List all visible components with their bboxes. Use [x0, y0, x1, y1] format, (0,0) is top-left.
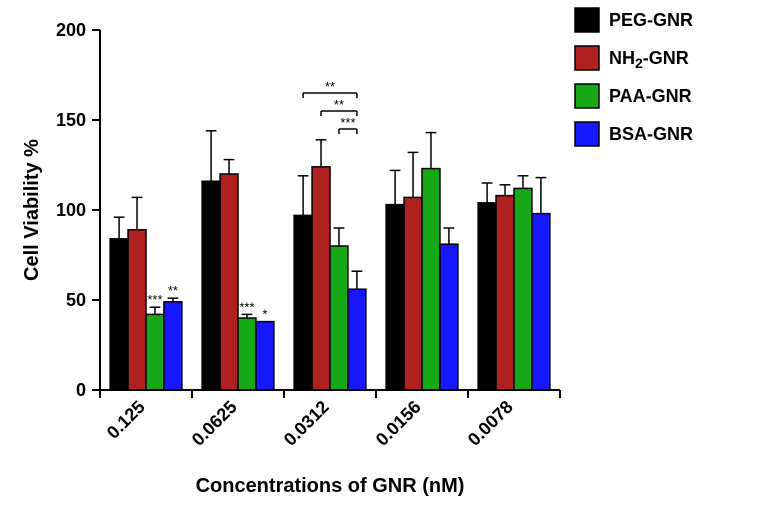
y-axis-title: Cell Viability % — [21, 139, 43, 281]
bar-PAA-GNR — [422, 169, 440, 390]
bar-PEG-GNR — [294, 215, 312, 390]
chart-svg: 0 50 100 150 200 0.125 0.0625 0.0312 0.0156 0.007… — [0, 0, 772, 512]
x-axis-title: Concentrations of GNR (nM) — [196, 475, 465, 497]
bar-BSA-GNR — [164, 302, 182, 390]
legend-swatch — [575, 8, 599, 32]
bar-PAA-GNR — [238, 318, 256, 390]
bar-PEG-GNR — [386, 205, 404, 390]
bar-BSA-GNR — [532, 214, 550, 390]
bar-PEG-GNR — [478, 203, 496, 390]
chart-container: 0 50 100 150 200 0.125 0.0625 0.0312 0.0156 0.007… — [0, 0, 772, 512]
bar-NH2-GNR — [220, 174, 238, 390]
bar-PEG-GNR — [110, 239, 128, 390]
y-tick-label: 150 — [56, 110, 86, 130]
sig-bracket-label: ** — [334, 97, 344, 112]
legend-label: PEG-GNR — [609, 10, 693, 30]
bar-BSA-GNR — [348, 289, 366, 390]
sig-stars: *** — [147, 292, 162, 307]
legend-label: BSA-GNR — [609, 124, 693, 144]
y-tick-label: 100 — [56, 200, 86, 220]
sig-bracket-label: ** — [325, 79, 335, 94]
bar-NH2-GNR — [312, 167, 330, 390]
bar-NH2-GNR — [404, 197, 422, 390]
bar-BSA-GNR — [440, 244, 458, 390]
bar-NH2-GNR — [496, 196, 514, 390]
y-tick-label: 50 — [66, 290, 86, 310]
legend-swatch — [575, 84, 599, 108]
sig-bracket-label: *** — [340, 115, 355, 130]
y-tick-label: 200 — [56, 20, 86, 40]
x-tick-label: 0.0156 — [372, 397, 425, 450]
bar-PAA-GNR — [146, 314, 164, 390]
bar-NH2-GNR — [128, 230, 146, 390]
bar-PAA-GNR — [330, 246, 348, 390]
legend-swatch — [575, 122, 599, 146]
legend-label: PAA-GNR — [609, 86, 692, 106]
bar-PEG-GNR — [202, 181, 220, 390]
y-tick-label: 0 — [76, 380, 86, 400]
sig-stars: ** — [168, 283, 178, 298]
legend-swatch — [575, 46, 599, 70]
sig-stars: *** — [239, 299, 254, 314]
bar-BSA-GNR — [256, 322, 274, 390]
bar-PAA-GNR — [514, 188, 532, 390]
x-tick-label: 0.0078 — [464, 397, 517, 450]
x-tick-label: 0.125 — [103, 397, 149, 443]
legend-label: NH2-GNR — [609, 48, 689, 71]
sig-stars: * — [262, 307, 267, 322]
x-tick-label: 0.0312 — [280, 397, 333, 450]
x-tick-label: 0.0625 — [188, 397, 241, 450]
